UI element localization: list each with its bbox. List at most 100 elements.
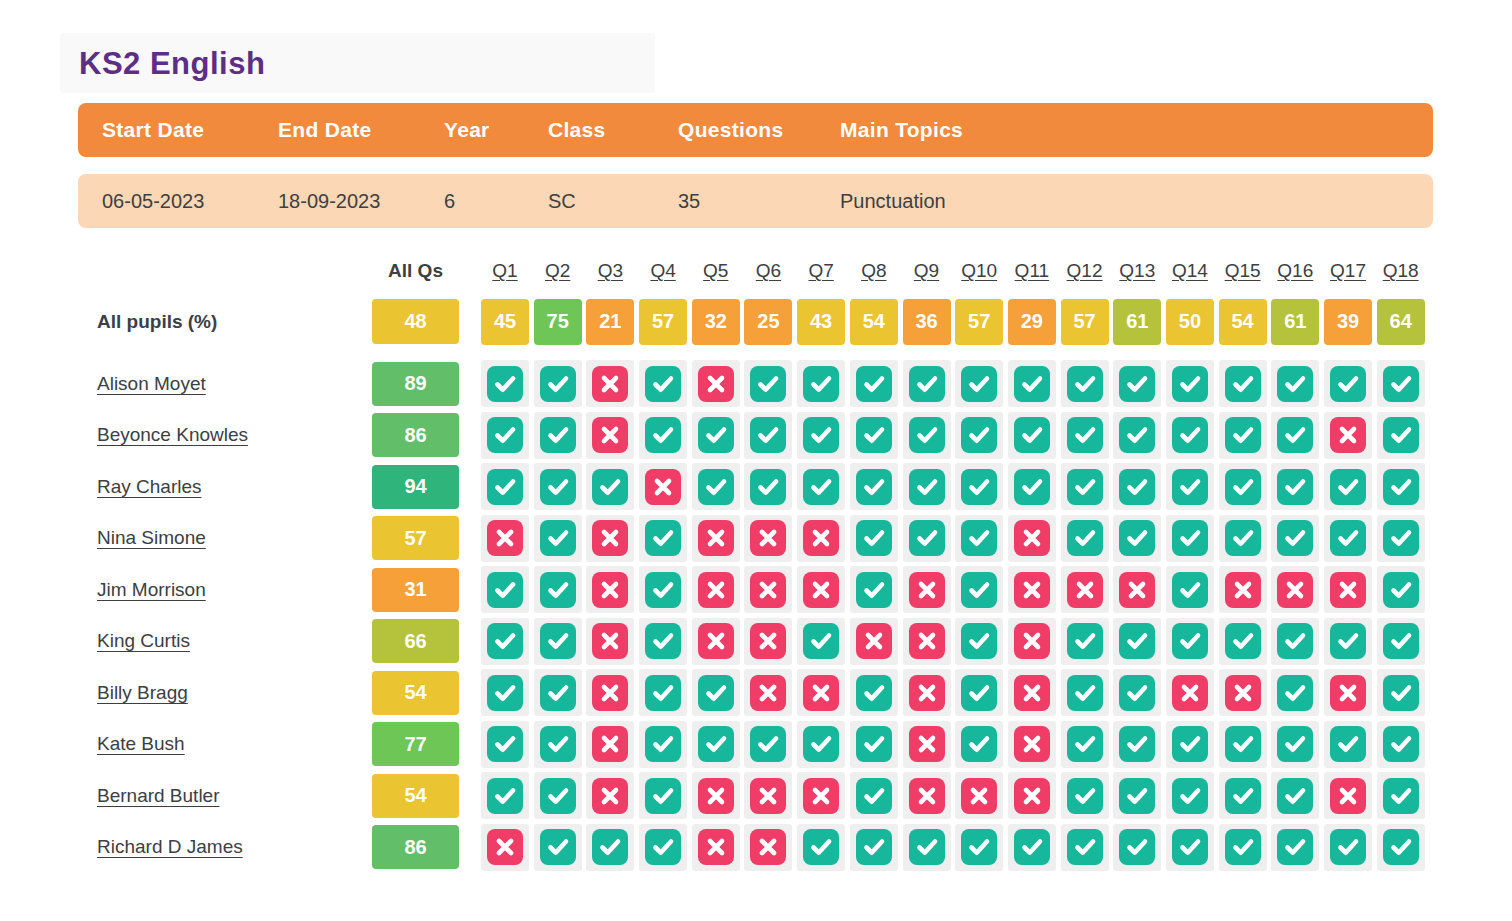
- pupil-score-badge: 31: [372, 568, 459, 612]
- question-header-q18[interactable]: Q18: [1383, 260, 1419, 282]
- check-icon: [1172, 520, 1208, 556]
- result-cell: [1271, 412, 1319, 459]
- pupil-name[interactable]: Richard D James: [97, 836, 243, 858]
- result-cell: [903, 618, 951, 665]
- question-percent-cell: 61: [1271, 299, 1319, 345]
- question-header-q12[interactable]: Q12: [1067, 260, 1103, 282]
- pupil-row: Kate Bush77: [78, 721, 1433, 768]
- result-cell: [1219, 721, 1267, 768]
- result-cell: [534, 669, 582, 716]
- question-header-q7[interactable]: Q7: [808, 260, 833, 282]
- cross-icon: [803, 675, 839, 711]
- question-percent-cell: 57: [955, 299, 1003, 345]
- result-cell: [1061, 515, 1109, 562]
- result-cell: [639, 412, 687, 459]
- result-cell: [534, 515, 582, 562]
- check-icon: [540, 726, 576, 762]
- result-cell: [1324, 669, 1372, 716]
- question-percent-cell: 39: [1324, 299, 1372, 345]
- pupil-name[interactable]: Jim Morrison: [97, 579, 206, 601]
- question-header-q2[interactable]: Q2: [545, 260, 570, 282]
- question-header-q1[interactable]: Q1: [492, 260, 517, 282]
- pupil-name[interactable]: Kate Bush: [97, 733, 185, 755]
- result-cell: [1008, 618, 1056, 665]
- question-header-q13[interactable]: Q13: [1119, 260, 1155, 282]
- result-cell: [744, 566, 792, 613]
- cross-icon: [1225, 572, 1261, 608]
- question-header-q4[interactable]: Q4: [650, 260, 675, 282]
- check-icon: [487, 675, 523, 711]
- result-cell: [481, 721, 529, 768]
- question-header-q10[interactable]: Q10: [961, 260, 997, 282]
- result-cell: [797, 360, 845, 407]
- check-icon: [645, 829, 681, 865]
- pupil-name[interactable]: Ray Charles: [97, 476, 202, 498]
- cross-icon: [1330, 778, 1366, 814]
- result-cell: [481, 515, 529, 562]
- check-icon: [961, 675, 997, 711]
- question-header-q6[interactable]: Q6: [756, 260, 781, 282]
- result-cell: [692, 515, 740, 562]
- check-icon: [961, 366, 997, 402]
- check-icon: [803, 726, 839, 762]
- result-cell: [955, 463, 1003, 510]
- result-cell: [850, 566, 898, 613]
- question-header-q3[interactable]: Q3: [598, 260, 623, 282]
- check-icon: [1277, 520, 1313, 556]
- question-header-q17[interactable]: Q17: [1330, 260, 1366, 282]
- question-header-q16[interactable]: Q16: [1277, 260, 1313, 282]
- cross-icon: [698, 366, 734, 402]
- question-header-q14[interactable]: Q14: [1172, 260, 1208, 282]
- check-icon: [1277, 726, 1313, 762]
- result-cell: [955, 669, 1003, 716]
- question-header-q8[interactable]: Q8: [861, 260, 886, 282]
- pupil-name[interactable]: Beyonce Knowles: [97, 424, 248, 446]
- pupil-name[interactable]: Alison Moyet: [97, 373, 206, 395]
- check-icon: [1277, 366, 1313, 402]
- question-header-q15[interactable]: Q15: [1225, 260, 1261, 282]
- value-class: SC: [548, 190, 678, 213]
- check-icon: [698, 417, 734, 453]
- check-icon: [1383, 623, 1419, 659]
- result-cell: [1166, 772, 1214, 819]
- cross-icon: [487, 520, 523, 556]
- check-icon: [909, 520, 945, 556]
- check-icon: [1330, 469, 1366, 505]
- value-main-topics: Punctuation: [840, 190, 1409, 213]
- result-cell: [797, 824, 845, 871]
- result-cell: [1219, 618, 1267, 665]
- assessment-header-bar: Start Date End Date Year Class Questions…: [78, 103, 1433, 157]
- question-header-q5[interactable]: Q5: [703, 260, 728, 282]
- check-icon: [645, 726, 681, 762]
- result-cell: [586, 824, 634, 871]
- result-cell: [797, 515, 845, 562]
- question-header-q9[interactable]: Q9: [914, 260, 939, 282]
- pupil-name[interactable]: King Curtis: [97, 630, 190, 652]
- cross-icon: [1277, 572, 1313, 608]
- cross-icon: [698, 572, 734, 608]
- question-percent-cell: 75: [534, 299, 582, 345]
- check-icon: [1067, 778, 1103, 814]
- value-year: 6: [444, 190, 548, 213]
- result-cell: [1324, 360, 1372, 407]
- result-cell: [481, 618, 529, 665]
- check-icon: [1067, 366, 1103, 402]
- pupil-name[interactable]: Bernard Butler: [97, 785, 220, 807]
- pupil-score-badge: 86: [372, 825, 459, 869]
- question-header-q11[interactable]: Q11: [1015, 260, 1050, 282]
- pupil-name[interactable]: Billy Bragg: [97, 682, 188, 704]
- pupil-row: Nina Simone57: [78, 515, 1433, 562]
- header-end-date: End Date: [278, 118, 444, 142]
- all-pupils-label: All pupils (%): [97, 311, 217, 333]
- result-cell: [1377, 360, 1425, 407]
- result-cell: [955, 721, 1003, 768]
- cross-icon: [909, 623, 945, 659]
- check-icon: [1277, 417, 1313, 453]
- result-cell: [692, 669, 740, 716]
- result-cell: [534, 824, 582, 871]
- cross-icon: [909, 572, 945, 608]
- result-cell: [586, 463, 634, 510]
- check-icon: [856, 417, 892, 453]
- pupil-name[interactable]: Nina Simone: [97, 527, 206, 549]
- result-cell: [639, 721, 687, 768]
